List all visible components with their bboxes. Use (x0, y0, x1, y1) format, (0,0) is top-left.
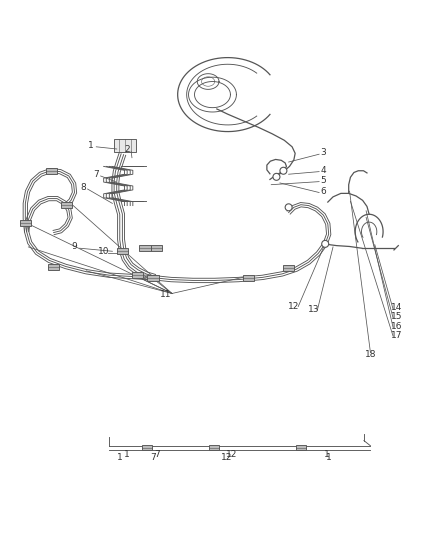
Text: 16: 16 (391, 322, 403, 331)
Text: 12: 12 (288, 302, 300, 311)
Text: 11: 11 (160, 290, 172, 300)
Bar (208, 445, 219, 450)
Bar (142, 445, 152, 450)
Text: 10: 10 (98, 247, 110, 256)
Bar (48, 264, 59, 270)
Bar (61, 201, 72, 208)
Text: 1: 1 (326, 454, 332, 463)
Bar (296, 445, 306, 450)
Bar (20, 220, 31, 226)
Text: 3: 3 (321, 148, 326, 157)
Text: 6: 6 (321, 187, 326, 196)
Bar (131, 272, 143, 278)
Bar (139, 245, 151, 252)
Text: 18: 18 (365, 350, 376, 359)
Text: 7: 7 (93, 169, 99, 179)
Circle shape (273, 173, 280, 180)
Text: 1: 1 (88, 141, 93, 150)
Circle shape (322, 240, 328, 247)
Text: 1: 1 (124, 450, 130, 459)
Bar (147, 274, 159, 281)
Text: 7: 7 (154, 450, 160, 459)
Circle shape (280, 167, 287, 174)
Text: 9: 9 (72, 243, 78, 252)
Text: 13: 13 (308, 305, 320, 313)
Text: 4: 4 (321, 166, 326, 175)
Text: 1: 1 (117, 454, 123, 463)
Text: 7: 7 (150, 454, 156, 463)
Text: 17: 17 (391, 331, 403, 340)
Bar (46, 168, 57, 174)
Bar (117, 248, 128, 254)
Text: 1: 1 (324, 450, 330, 459)
Bar (151, 245, 162, 252)
Text: 8: 8 (80, 183, 86, 192)
Text: 14: 14 (391, 303, 402, 312)
Text: 2: 2 (125, 146, 131, 155)
Circle shape (285, 204, 292, 211)
Text: 5: 5 (321, 176, 326, 185)
Text: 15: 15 (391, 312, 403, 321)
Bar (243, 274, 254, 281)
Bar (283, 265, 294, 271)
Text: 12: 12 (226, 450, 237, 459)
FancyBboxPatch shape (114, 140, 136, 152)
Text: 12: 12 (221, 454, 233, 463)
